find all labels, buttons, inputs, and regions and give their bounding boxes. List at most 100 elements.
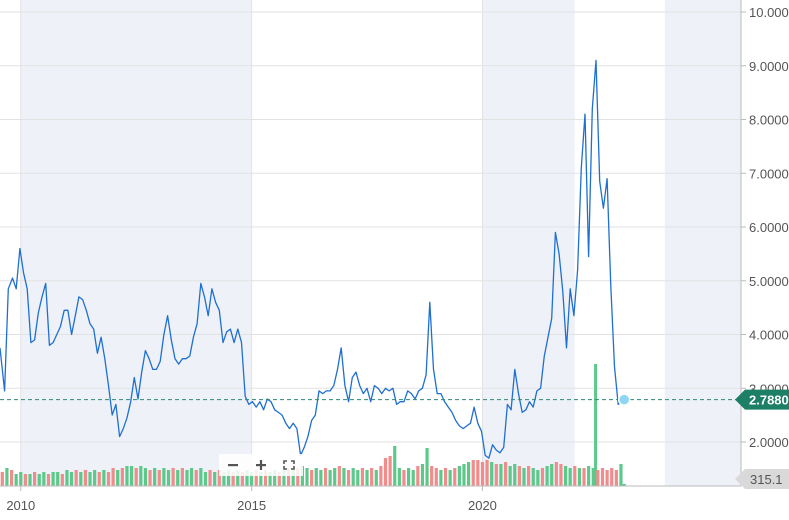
price-line-group — [0, 59, 625, 459]
volume-bar — [74, 470, 78, 486]
volume-bar — [406, 468, 411, 486]
volume-bar — [153, 468, 157, 486]
shaded-band — [664, 0, 741, 486]
volume-bar — [106, 472, 111, 486]
volume-bar — [540, 468, 545, 486]
volume-bar — [157, 470, 161, 486]
volume-bar — [143, 468, 148, 486]
volume-bar — [273, 470, 277, 486]
x-tick-label: 2015 — [237, 498, 266, 513]
fullscreen-button[interactable] — [278, 455, 300, 475]
volume-bars — [0, 364, 626, 486]
volume-bar — [240, 472, 244, 486]
volume-bar — [236, 470, 240, 486]
volume-bar — [33, 472, 37, 486]
y-tick-label: 9.0000 — [749, 59, 789, 74]
volume-bar — [5, 468, 9, 486]
volume-bar — [476, 460, 480, 486]
volume-bar — [9, 470, 14, 486]
volume-bar — [619, 464, 623, 486]
last-price-line — [0, 393, 741, 406]
volume-bar — [425, 448, 429, 486]
volume-bar — [60, 474, 64, 486]
volume-bar — [430, 466, 434, 486]
volume-bar — [420, 464, 425, 486]
last-price-marker — [617, 393, 631, 406]
zoom-in-button[interactable] — [250, 455, 272, 475]
y-tick-label: 2.0000 — [749, 435, 789, 450]
volume-bar — [208, 470, 212, 486]
volume-bar — [439, 470, 443, 486]
volume-bar — [185, 470, 189, 486]
volume-bar — [573, 466, 577, 486]
volume-bar — [360, 468, 365, 486]
volume-bar — [125, 466, 129, 486]
y-tick-label: 4.0000 — [749, 328, 789, 343]
x-tick-label: 2010 — [6, 498, 35, 513]
volume-bar — [69, 472, 74, 486]
volume-bar — [259, 472, 263, 486]
volume-bar — [370, 468, 374, 486]
volume-bar — [310, 470, 314, 486]
volume-bar — [393, 446, 397, 486]
x-axis: 2010 2015 2020 — [0, 485, 741, 513]
volume-bar — [51, 472, 55, 486]
volume-bar — [65, 470, 69, 486]
volume-bar — [19, 472, 23, 486]
volume-bar — [323, 468, 328, 486]
last-price-label: 2.7880 — [749, 393, 789, 408]
volume-bar — [346, 470, 351, 486]
shaded-band — [482, 0, 575, 486]
volume-bar — [467, 462, 471, 486]
volume-bar — [503, 462, 508, 486]
price-line — [0, 59, 625, 459]
volume-bar — [176, 470, 180, 486]
volume-bar — [517, 466, 521, 486]
volume-bar — [0, 472, 4, 486]
volume-bar — [328, 470, 332, 486]
volume-bar — [554, 462, 558, 486]
volume-bar — [337, 466, 341, 486]
plus-icon — [256, 460, 266, 470]
volume-bar — [622, 484, 626, 486]
volume-bar — [268, 472, 272, 486]
volume-bar — [550, 464, 554, 486]
volume-bar — [291, 470, 295, 486]
volume-bar — [499, 464, 503, 486]
volume-bar — [568, 468, 572, 486]
volume-bar — [383, 458, 388, 486]
volume-bar — [46, 474, 51, 486]
volume-bar — [14, 474, 18, 486]
volume-bar — [56, 472, 60, 486]
volume-bar — [222, 472, 226, 486]
y-axis: 2.00003.00004.00005.00006.00007.00008.00… — [740, 0, 789, 486]
volume-bar — [600, 468, 605, 486]
volume-bar — [480, 462, 485, 486]
volume-label: 315.1 — [750, 472, 783, 487]
volume-bar — [148, 470, 152, 486]
expand-icon — [283, 460, 295, 470]
volume-bar — [582, 468, 586, 486]
y-tick-label: 6.0000 — [749, 220, 789, 235]
volume-bar — [129, 466, 134, 486]
volume-bar — [93, 470, 97, 486]
volume-bar — [282, 470, 286, 486]
y-tick-label: 7.0000 — [749, 166, 789, 181]
volume-bar — [591, 468, 595, 486]
volume-badge — [735, 469, 789, 489]
volume-bar — [416, 466, 420, 486]
volume-bar — [194, 470, 198, 486]
volume-bar — [134, 468, 138, 486]
last-price-badge — [735, 389, 789, 410]
zoom-out-button[interactable] — [222, 455, 244, 475]
volume-bar — [217, 470, 221, 486]
y-tick-label: 5.0000 — [749, 274, 789, 289]
volume-bar — [457, 466, 461, 486]
volume-bar — [374, 470, 378, 486]
volume-bar — [333, 468, 337, 486]
volume-bar — [231, 472, 235, 486]
volume-bar — [559, 464, 563, 486]
volume-bar — [513, 464, 517, 486]
volume-bar — [139, 466, 143, 486]
